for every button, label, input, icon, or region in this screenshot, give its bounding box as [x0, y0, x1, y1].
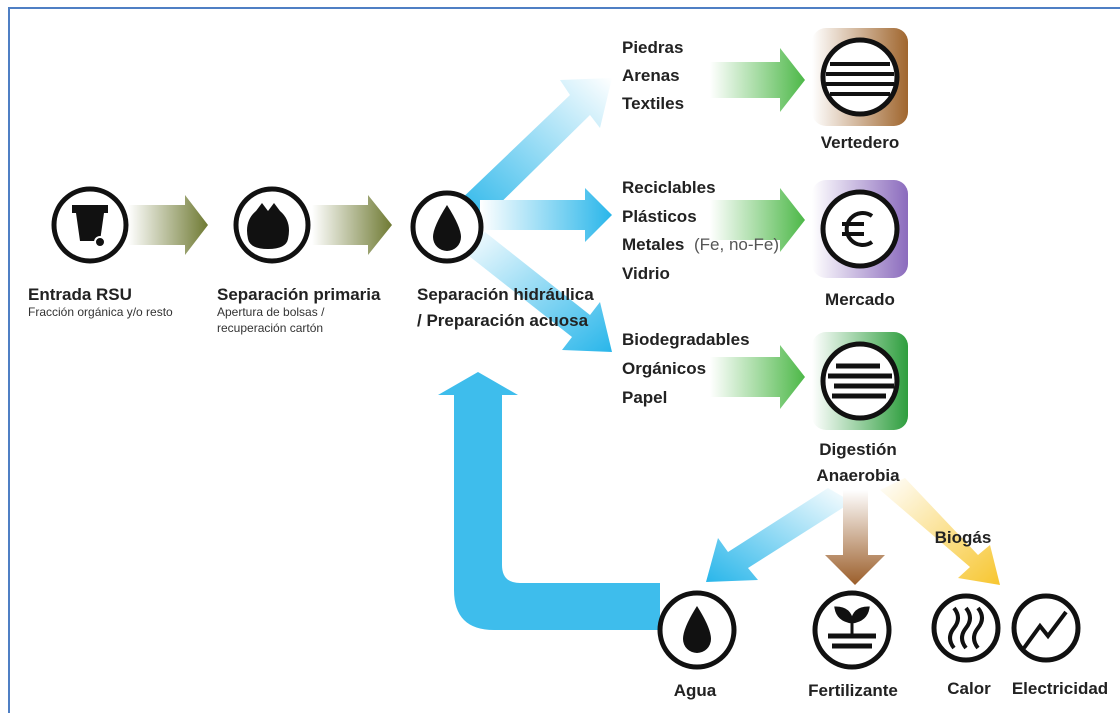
stage-subtitle: Fracción orgánica y/o resto: [28, 305, 173, 319]
arrow: [480, 188, 612, 242]
destination-label: Digestión: [819, 440, 896, 459]
arrow: [455, 232, 612, 352]
arrow: [706, 488, 852, 582]
landfill-icon: [820, 37, 900, 117]
digestion-icon: [820, 341, 900, 421]
return-arrow: [438, 372, 660, 630]
frame: [8, 7, 1120, 713]
icons: [51, 37, 1081, 670]
euro-shape: [842, 211, 874, 247]
destination-label: Vertedero: [821, 133, 899, 152]
stage-subtitle: Apertura de bolsas /: [217, 305, 325, 319]
stream-item: Piedras: [622, 38, 683, 57]
stream-note: (Fe, no-Fe): [694, 235, 779, 254]
arrow: [825, 490, 885, 585]
stream-item: Arenas: [622, 66, 680, 85]
heat-waves: [948, 606, 984, 650]
stage-title: / Preparación acuosa: [417, 311, 589, 330]
stream-item: Reciclables: [622, 178, 716, 197]
destination-label: Anaerobia: [816, 466, 900, 485]
electricity-icon: [1011, 593, 1081, 663]
soil: [828, 633, 876, 649]
stage-title: Separación primaria: [217, 285, 381, 304]
arrow: [710, 188, 805, 252]
output-label: Agua: [674, 681, 717, 700]
arrow: [128, 195, 208, 255]
output-label: Fertilizante: [808, 681, 898, 700]
stream-item: Metales: [622, 235, 684, 254]
bolt: [1022, 610, 1068, 650]
stream-item: Biodegradables: [622, 330, 750, 349]
bag-shape: [247, 203, 289, 249]
output-label: Calor: [947, 679, 991, 698]
drop-shape: [433, 205, 461, 251]
arrow: [312, 195, 392, 255]
bin-wheel: [94, 236, 106, 248]
stream-item: Vidrio: [622, 264, 670, 283]
stage-title: Separación hidráulica: [417, 285, 594, 304]
arrow: [710, 48, 805, 112]
arrows: [128, 48, 1000, 630]
destination-label: Mercado: [825, 290, 895, 309]
arrow: [710, 345, 805, 409]
euro-icon: [820, 189, 900, 269]
stream-item: Orgánicos: [622, 359, 706, 378]
output-label: Electricidad: [1012, 679, 1108, 698]
arrow: [880, 478, 1000, 585]
sprout: [834, 606, 870, 634]
stream-item: Papel: [622, 388, 667, 407]
stream-item: Plásticos: [622, 207, 697, 226]
stage-subtitle: recuperación cartón: [217, 321, 323, 335]
water-shape: [683, 606, 711, 653]
bin-shape: [72, 205, 108, 241]
arrow: [455, 78, 612, 218]
stage-title: Entrada RSU: [28, 285, 132, 304]
gas-label: Biogás: [935, 528, 992, 547]
stream-item: Textiles: [622, 94, 684, 113]
